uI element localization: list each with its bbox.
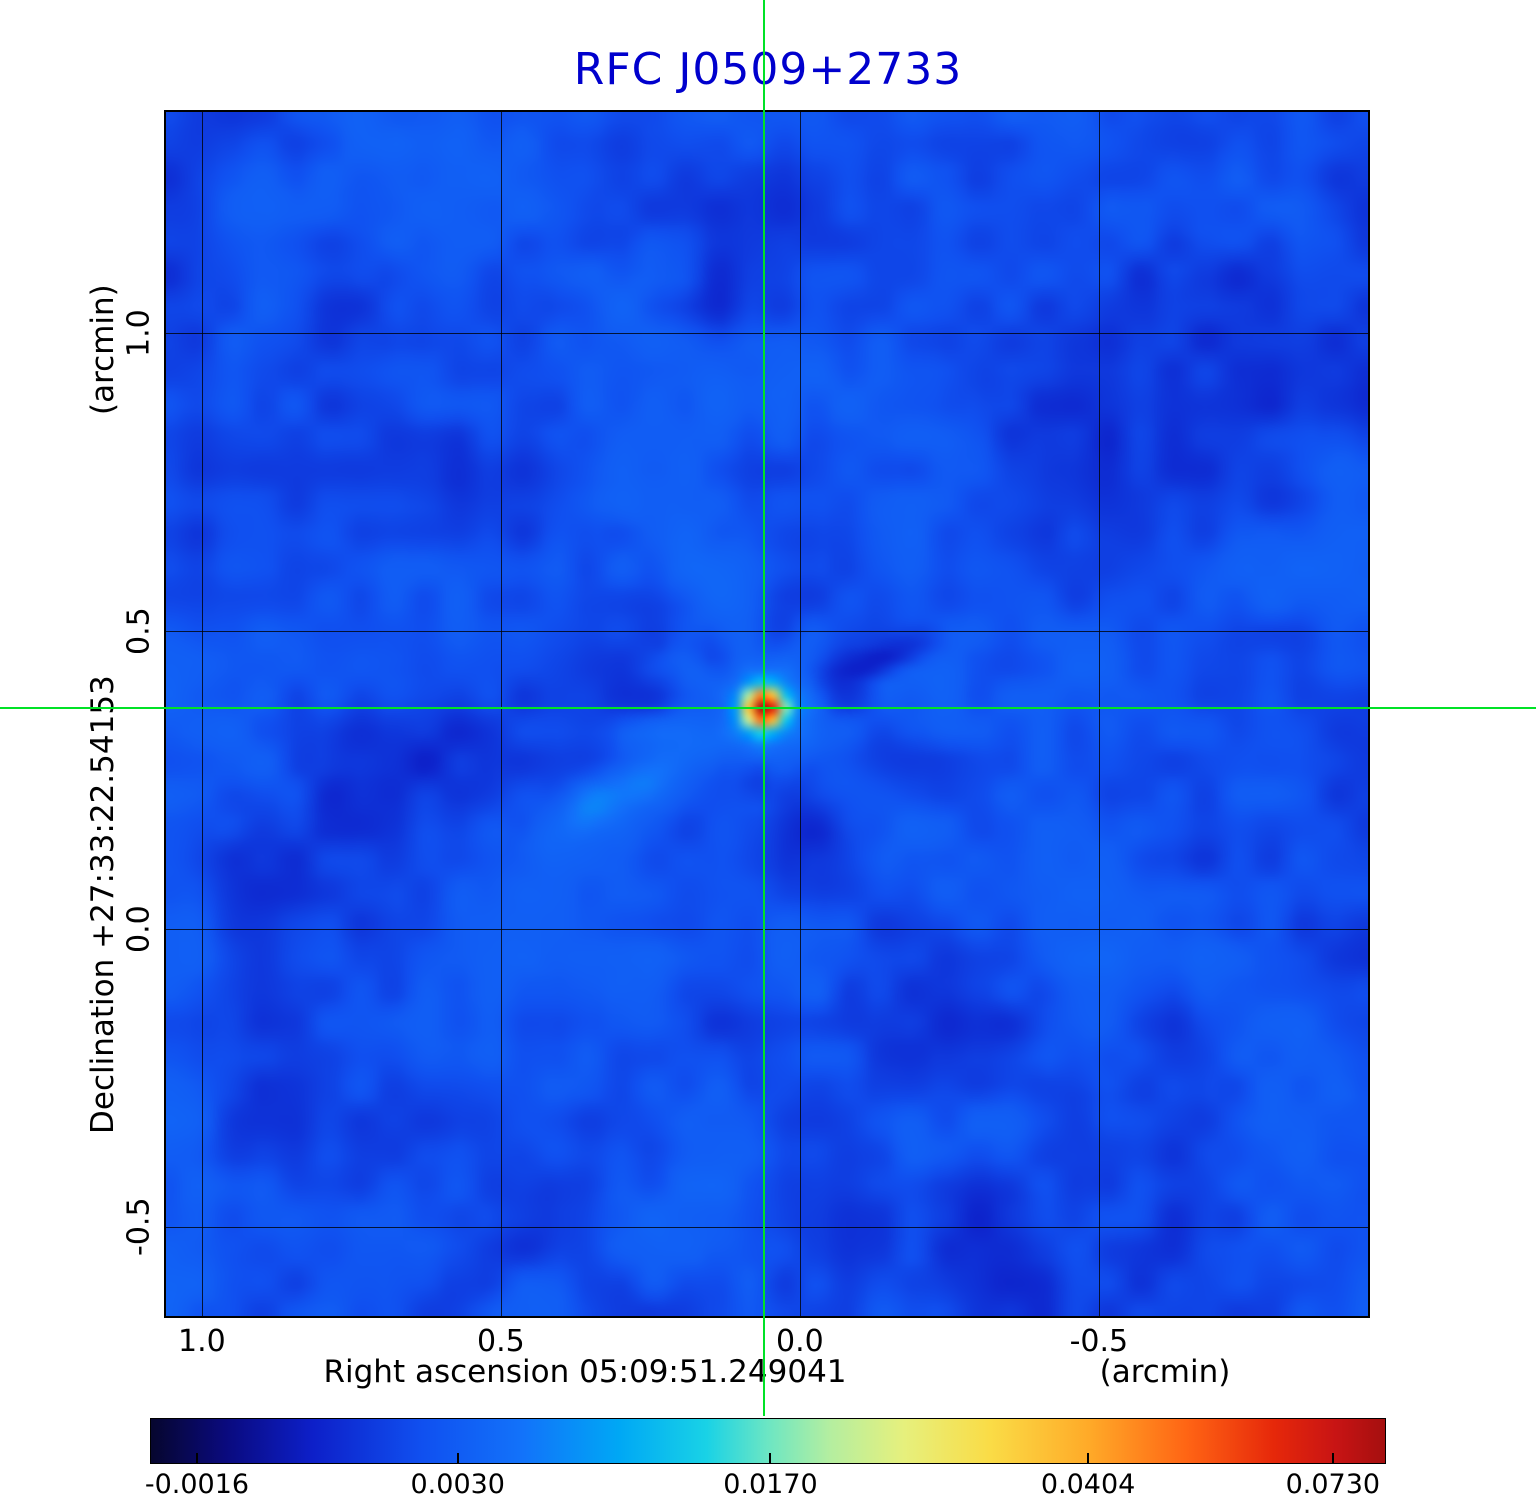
x-axis-label: Right ascension 05:09:51.249041: [323, 1354, 847, 1390]
colorbar-tick-label: -0.0016: [144, 1469, 250, 1500]
colorbar-tick-label: 0.0170: [723, 1469, 818, 1500]
colorbar-tick: [1331, 1453, 1334, 1464]
y-tick-label: 0.5: [121, 606, 157, 655]
colorbar-tick: [769, 1453, 772, 1464]
colorbar: [150, 1418, 1386, 1464]
x-tick-label: -0.5: [1069, 1324, 1129, 1359]
colorbar-tick-label: 0.0030: [410, 1469, 505, 1500]
sky-map: [164, 110, 1370, 1318]
x-tick-label: 0.0: [776, 1324, 824, 1359]
x-tick-label: 0.5: [477, 1324, 525, 1359]
x-tick-label: 1.0: [178, 1324, 226, 1359]
colorbar-tick-label: 0.0404: [1040, 1469, 1136, 1500]
y-tick-label: 1.0: [121, 308, 157, 357]
x-axis-unit: (arcmin): [1099, 1354, 1231, 1390]
plot-title: RFC J0509+2733: [573, 44, 963, 95]
y-axis-label: Declination +27:33:22.54153: [85, 675, 121, 1135]
colorbar-tick: [456, 1453, 459, 1464]
y-tick-label: 0.0: [121, 904, 157, 953]
colorbar-tick: [195, 1453, 198, 1464]
intensity-map-canvas: [166, 112, 1368, 1316]
y-tick-label: -0.5: [121, 1197, 157, 1256]
colorbar-tick-label: 0.0730: [1285, 1469, 1381, 1500]
crosshair-horizontal-line: [0, 707, 1536, 710]
colorbar-tick: [1087, 1453, 1090, 1464]
y-axis-unit: (arcmin): [85, 284, 121, 416]
